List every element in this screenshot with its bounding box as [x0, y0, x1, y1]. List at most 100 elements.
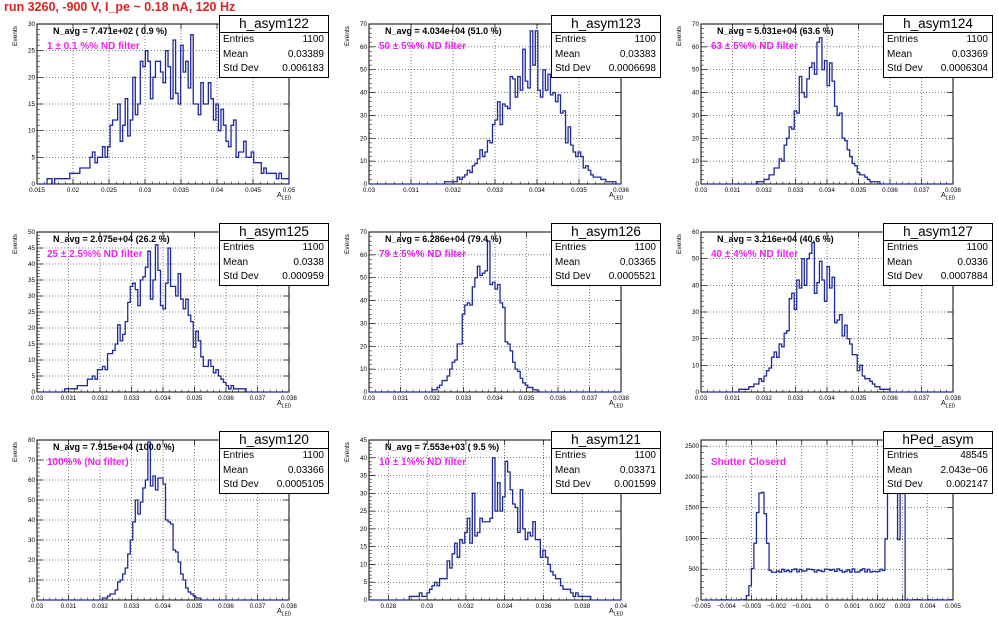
hist-panel-asym127: 0.03 0.031 0.032 0.033 0.034 0.035 0.036 0.037 0…: [664, 208, 998, 416]
y-axis-label: Events: [344, 234, 351, 254]
y-tick-label: 1000: [685, 535, 700, 542]
hist-name: h_asym120: [220, 432, 328, 449]
navg-label: N_avg = 7.915e+04 (100.0 %): [53, 442, 175, 452]
y-tick-label: 45: [28, 245, 36, 252]
stats-row-mean: Mean 0.03366: [220, 464, 328, 479]
y-tick-label: 35: [28, 277, 36, 284]
stats-box: h_asym124 Entries 1100 Mean 0.03369 Std Dev 0.…: [883, 15, 993, 78]
hist-name: h_asym127: [884, 224, 992, 241]
hist-name: h_asym123: [552, 16, 660, 33]
x-tick-label: 0.037: [250, 603, 266, 610]
x-axis-label: ALED: [609, 608, 624, 618]
y-tick-label: 30: [692, 112, 700, 119]
x-tick-label: 0.03: [363, 395, 376, 402]
y-axis-label: Events: [12, 442, 19, 462]
x-tick-label: 0.038: [281, 395, 297, 402]
stats-row-entries: Entries 1100: [552, 241, 660, 256]
stats-box: h_asym123 Entries 1100 Mean 0.03383 Std Dev 0.…: [551, 15, 661, 78]
hist-panel-asym125: 0.03 0.031 0.032 0.033 0.034 0.035 0.036 0.037 0…: [0, 208, 332, 416]
x-tick-label: 0.038: [281, 603, 297, 610]
stats-value: 0.03383: [619, 48, 656, 60]
y-tick-label: 5: [363, 579, 367, 586]
y-tick-label: 50: [28, 497, 36, 504]
y-tick-label: 40: [360, 298, 368, 305]
x-tick-label: 0.02: [67, 187, 80, 194]
stats-label: Std Dev: [887, 63, 923, 74]
stats-value: 1100: [634, 450, 656, 461]
x-tick-label: 0.037: [914, 395, 930, 402]
x-tick-label: 0.031: [61, 395, 77, 402]
histogram-line: [701, 447, 954, 601]
stats-value: 0.03371: [619, 464, 656, 476]
canvas-title: run 3260, -900 V, I_pe ~ 0.18 nA, 120 Hz: [4, 0, 236, 14]
stats-row-std: Std Dev 0.001599: [552, 478, 660, 493]
x-tick-label: 0.038: [945, 395, 961, 402]
stats-label: Entries: [555, 34, 587, 45]
stats-value: 1100: [634, 34, 656, 45]
filter-label: 63 ± 5%% ND filter: [711, 41, 799, 52]
stats-row-mean: Mean 2.043e−06: [884, 464, 992, 479]
x-tick-label: 0.005: [945, 603, 961, 610]
x-tick-label: 0.035: [571, 187, 587, 194]
stats-value: 1100: [966, 34, 988, 45]
x-tick-label: 0.04: [211, 187, 224, 194]
stats-box: hPed_asym Entries 48545 Mean 2.043e−06 Std De…: [883, 431, 993, 494]
x-tick-label: 0.034: [487, 395, 503, 402]
stats-label: Entries: [887, 34, 919, 45]
y-tick-label: 30: [360, 112, 368, 119]
x-tick-label: 0.033: [487, 187, 503, 194]
navg-label: N_avg = 7.553e+03 ( 9.5 %): [385, 442, 500, 452]
hist-panel-asym121: 0.028 0.03 0.032 0.034 0.036 0.038 0.04 0 5 10 15 2…: [332, 416, 664, 625]
y-tick-label: 5: [31, 154, 35, 161]
x-tick-label: 0.033: [788, 395, 804, 402]
stats-label: Mean: [887, 48, 913, 60]
x-tick-label: 0.034: [819, 187, 835, 194]
stats-row-mean: Mean 0.0338: [220, 256, 328, 271]
stats-value: 1100: [966, 242, 988, 253]
y-tick-label: 60: [692, 44, 700, 51]
navg-label: N_avg = 7.471e+02 ( 0.9 %): [53, 26, 168, 36]
y-tick-label: 25: [360, 508, 368, 515]
y-tick-label: 70: [692, 21, 700, 28]
y-axis-label: Events: [344, 26, 351, 46]
stats-row-entries: Entries 1100: [552, 33, 660, 48]
stats-row-entries: Entries 1100: [884, 241, 992, 256]
x-tick-label: 0.031: [61, 603, 77, 610]
filter-label: 1 ± 0.1 %% ND filter: [47, 41, 140, 52]
x-tick-label: 0.032: [424, 395, 440, 402]
stats-row-std: Std Dev 0.0007884: [884, 270, 992, 285]
x-tick-label: −0.001: [792, 603, 812, 610]
x-tick-label: 0.036: [218, 395, 234, 402]
y-tick-label: 20: [28, 74, 36, 81]
stats-box: h_asym121 Entries 1100 Mean 0.03371 Std Dev 0.…: [551, 431, 661, 494]
stats-value: 0.000959: [282, 271, 324, 282]
stats-row-mean: Mean 0.03389: [220, 48, 328, 63]
hist-name: h_asym121: [552, 432, 660, 449]
y-tick-label: 30: [28, 293, 36, 300]
y-tick-label: 25: [28, 309, 36, 316]
y-tick-label: 20: [28, 325, 36, 332]
stats-value: 0.03369: [951, 48, 988, 60]
x-axis-label: ALED: [277, 192, 292, 202]
x-tick-label: 0.031: [725, 395, 741, 402]
x-tick-label: 0.036: [536, 603, 552, 610]
x-tick-label: −0.004: [716, 603, 736, 610]
stats-value: 0.0007884: [940, 271, 988, 282]
x-axis-label: ALED: [277, 400, 292, 410]
stats-row-std: Std Dev 0.002147: [884, 478, 992, 493]
hist-panel-asym124: 0.03 0.031 0.032 0.033 0.034 0.035 0.036 0.037 0…: [664, 0, 998, 208]
x-tick-label: 0.031: [725, 187, 741, 194]
stats-value: 0.0006698: [608, 63, 656, 74]
stats-label: Mean: [223, 48, 249, 60]
y-tick-label: 40: [28, 517, 36, 524]
x-tick-label: 0.034: [529, 187, 545, 194]
x-tick-label: 0.034: [497, 603, 513, 610]
stats-value: 0.0338: [293, 256, 324, 268]
x-tick-label: 0.033: [456, 395, 472, 402]
y-tick-label: 40: [360, 90, 368, 97]
x-tick-label: 0.03: [31, 395, 44, 402]
stats-value: 2.043e−06: [940, 464, 988, 476]
histogram-line: [37, 34, 290, 185]
stats-label: Std Dev: [887, 479, 923, 490]
y-tick-label: 60: [692, 229, 700, 236]
